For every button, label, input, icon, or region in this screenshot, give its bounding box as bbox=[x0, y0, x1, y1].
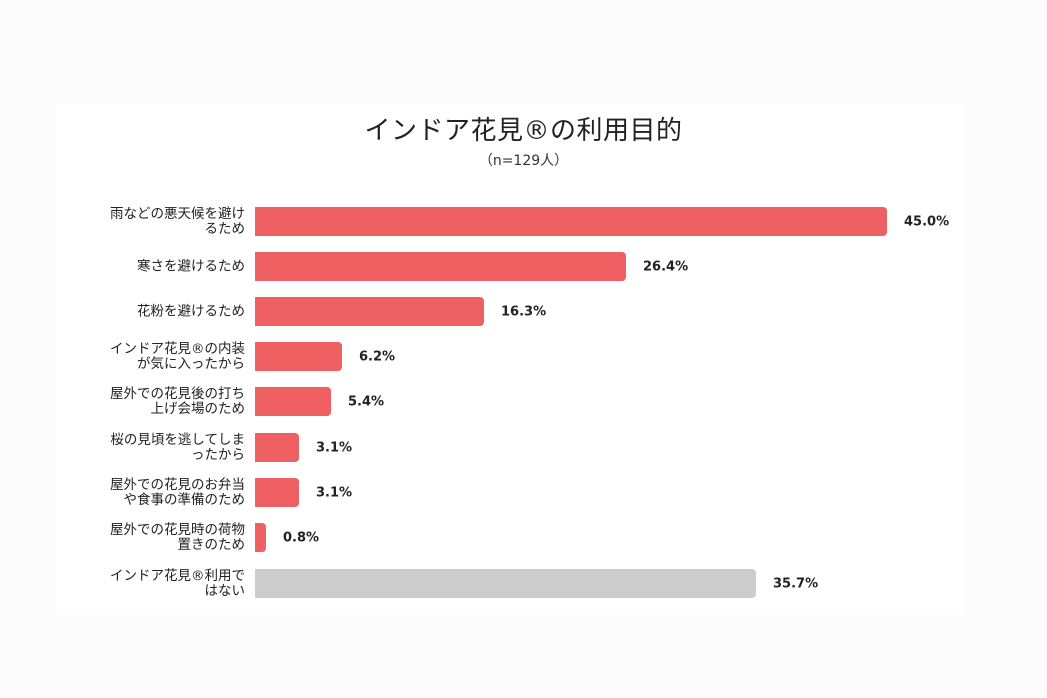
category-label-line: インドア花見®利用で bbox=[110, 567, 245, 584]
bar bbox=[255, 569, 756, 598]
category-label-line: 置きのため bbox=[177, 536, 246, 553]
value-label: 26.4% bbox=[643, 259, 689, 274]
category-label-line: るため bbox=[204, 220, 246, 237]
bar bbox=[255, 252, 626, 281]
category-label-line: インドア花見®の内装 bbox=[110, 340, 245, 357]
category-label-line: 花粉を避けるため bbox=[137, 303, 245, 319]
value-label: 0.8% bbox=[283, 530, 320, 545]
value-label: 16.3% bbox=[501, 304, 547, 319]
chart-subtitle: （n=129人） bbox=[478, 153, 569, 169]
category-label-line: 屋外での花見時の荷物 bbox=[110, 521, 245, 538]
category-label: インドア花見®利用で はない bbox=[45, 567, 246, 599]
chart-title: インドア花見®の利用目的 bbox=[364, 116, 683, 146]
category-label: 屋外での花見のお弁当 や食事の準備のため bbox=[45, 476, 246, 508]
value-label: 45.0% bbox=[904, 214, 950, 229]
category-label: 寒さを避けるため bbox=[45, 259, 245, 274]
bar-row: 屋外での花見時の荷物 置きのため 0.8% bbox=[0, 521, 1047, 553]
bar-row: 雨などの悪天候を避け るため 45.0% bbox=[0, 205, 1047, 237]
bar-row: インドア花見®の内装 が気に入ったから 6.2% bbox=[0, 340, 1047, 372]
category-label-line: 上げ会場のため bbox=[150, 400, 246, 417]
value-label: 3.1% bbox=[316, 440, 353, 455]
bar-row: 寒さを避けるため 26.4% bbox=[0, 252, 1047, 281]
category-label-line: が気に入ったから bbox=[137, 355, 245, 372]
category-label-line: 寒さを避けるため bbox=[137, 258, 245, 274]
bar bbox=[255, 478, 299, 507]
category-label-line: 屋外での花見後の打ち bbox=[110, 385, 245, 402]
bar bbox=[255, 342, 342, 371]
category-label-line: 雨などの悪天候を避け bbox=[110, 205, 245, 222]
bar-row: 屋外での花見のお弁当 や食事の準備のため 3.1% bbox=[0, 476, 1047, 508]
category-label-line: ったから bbox=[191, 446, 245, 463]
chart-card bbox=[56, 104, 965, 615]
value-label: 5.4% bbox=[348, 394, 385, 409]
bar bbox=[255, 387, 331, 416]
category-label-line: や食事の準備のため bbox=[123, 491, 246, 508]
value-label: 35.7% bbox=[773, 576, 819, 591]
category-label: 雨などの悪天候を避け るため bbox=[45, 205, 246, 237]
bar-row: 屋外での花見後の打ち 上げ会場のため 5.4% bbox=[0, 385, 1047, 417]
bar bbox=[255, 523, 266, 552]
category-label-line: はない bbox=[204, 582, 246, 599]
bar-row: 花粉を避けるため 16.3% bbox=[0, 297, 1047, 326]
category-label: 花粉を避けるため bbox=[45, 304, 245, 319]
bar-row: インドア花見®利用で はない 35.7% bbox=[0, 567, 1047, 599]
value-label: 6.2% bbox=[359, 349, 396, 364]
bar bbox=[255, 207, 887, 236]
category-label: インドア花見®の内装 が気に入ったから bbox=[45, 340, 245, 372]
category-label-line: 桜の見頃を逃してしま bbox=[110, 431, 245, 448]
bar bbox=[255, 297, 484, 326]
value-label: 3.1% bbox=[316, 485, 353, 500]
category-label: 屋外での花見後の打ち 上げ会場のため bbox=[45, 385, 246, 417]
bar-row: 桜の見頃を逃してしま ったから 3.1% bbox=[0, 431, 1047, 463]
category-label: 桜の見頃を逃してしま ったから bbox=[45, 431, 245, 463]
category-label: 屋外での花見時の荷物 置きのため bbox=[45, 521, 246, 553]
bar bbox=[255, 433, 299, 462]
category-label-line: 屋外での花見のお弁当 bbox=[110, 476, 245, 493]
